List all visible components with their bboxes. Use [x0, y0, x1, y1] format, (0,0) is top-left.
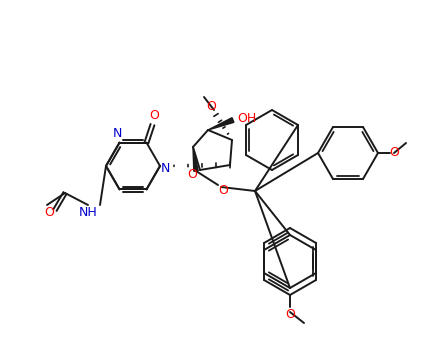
Polygon shape — [193, 147, 198, 171]
Text: O: O — [44, 205, 54, 219]
Text: NH: NH — [79, 207, 98, 220]
Text: O: O — [187, 168, 197, 181]
Text: N: N — [160, 162, 170, 174]
Text: O: O — [206, 101, 216, 114]
Text: O: O — [285, 309, 295, 322]
Text: O: O — [150, 109, 159, 122]
Text: O: O — [218, 184, 228, 197]
Text: O: O — [389, 146, 399, 160]
Text: OH: OH — [237, 112, 256, 125]
Text: N: N — [113, 127, 122, 140]
Polygon shape — [208, 118, 234, 130]
